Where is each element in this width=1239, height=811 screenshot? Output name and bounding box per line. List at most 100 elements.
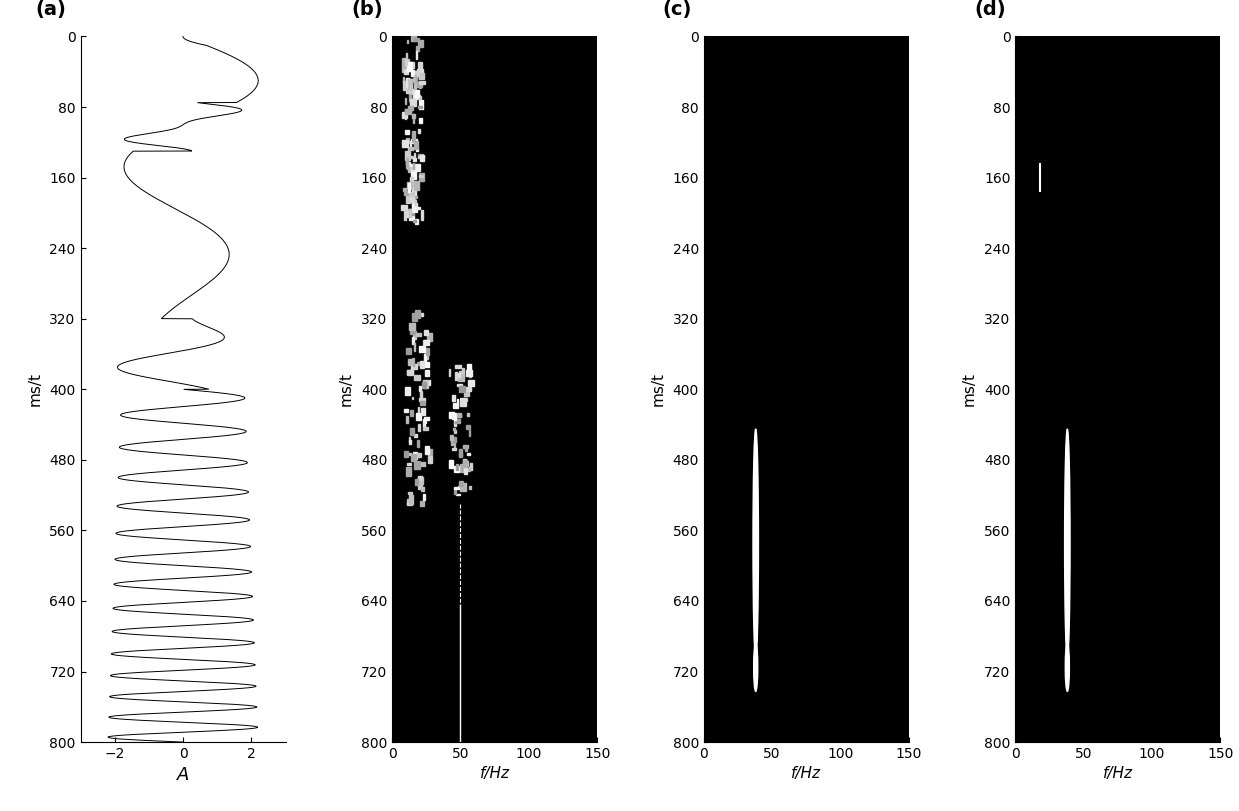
Bar xyxy=(413,197,415,206)
Bar xyxy=(409,105,413,109)
Bar xyxy=(410,332,416,334)
X-axis label: f/Hz: f/Hz xyxy=(792,766,821,782)
Bar xyxy=(416,45,419,51)
Bar xyxy=(405,152,410,161)
Bar xyxy=(401,58,408,68)
Bar xyxy=(410,89,414,93)
Bar xyxy=(455,419,460,423)
Bar xyxy=(414,71,419,73)
Bar xyxy=(468,380,475,386)
Bar xyxy=(406,416,409,423)
Bar xyxy=(414,342,415,351)
Bar xyxy=(467,414,468,416)
Y-axis label: ms/t: ms/t xyxy=(650,372,665,406)
Bar xyxy=(451,439,453,445)
Bar xyxy=(416,413,421,419)
Bar xyxy=(408,166,409,169)
Bar xyxy=(418,424,420,431)
Bar xyxy=(403,67,405,71)
Bar xyxy=(410,156,413,158)
Bar xyxy=(453,428,455,431)
Bar xyxy=(468,375,471,377)
Bar xyxy=(419,62,422,71)
Bar xyxy=(409,437,410,442)
Bar xyxy=(415,196,418,199)
Bar xyxy=(415,71,418,82)
Bar xyxy=(408,147,414,150)
Bar xyxy=(424,421,426,423)
Bar xyxy=(409,165,415,169)
Bar xyxy=(418,69,422,76)
Bar xyxy=(410,107,411,112)
Bar xyxy=(409,79,411,85)
Bar xyxy=(425,351,429,358)
Bar xyxy=(458,371,463,375)
Bar xyxy=(405,109,406,119)
Bar xyxy=(420,100,422,109)
Bar xyxy=(413,169,416,179)
Text: (d): (d) xyxy=(974,0,1006,19)
Bar xyxy=(408,370,413,374)
Bar xyxy=(409,215,414,220)
Bar xyxy=(426,348,430,354)
Bar xyxy=(415,311,420,318)
Bar xyxy=(408,62,414,67)
Bar xyxy=(466,425,470,429)
Bar xyxy=(401,112,406,118)
Bar xyxy=(405,153,408,158)
Bar xyxy=(451,448,456,450)
Bar xyxy=(406,501,411,504)
Bar xyxy=(415,219,418,225)
Bar xyxy=(414,84,416,88)
Bar xyxy=(457,414,461,417)
Bar xyxy=(456,464,457,470)
Ellipse shape xyxy=(753,643,758,691)
Bar xyxy=(418,476,421,480)
Bar xyxy=(462,368,465,376)
Bar xyxy=(406,78,409,85)
Bar xyxy=(405,211,409,217)
Bar xyxy=(408,182,413,189)
Bar xyxy=(425,446,429,454)
Bar xyxy=(410,70,414,76)
Bar xyxy=(455,489,456,494)
Bar xyxy=(458,453,462,456)
Bar xyxy=(405,98,406,104)
Bar xyxy=(408,162,410,164)
Bar xyxy=(422,381,426,388)
Bar xyxy=(404,451,408,457)
Bar xyxy=(409,440,411,444)
Bar xyxy=(418,362,421,365)
Bar xyxy=(422,362,424,366)
Bar xyxy=(460,481,463,487)
Bar xyxy=(429,380,430,385)
Bar xyxy=(467,468,470,470)
Bar xyxy=(460,464,465,472)
Bar xyxy=(468,431,471,436)
Bar xyxy=(415,207,420,209)
Bar xyxy=(404,210,406,220)
Bar xyxy=(410,99,413,103)
Bar xyxy=(413,78,415,80)
Bar xyxy=(414,95,415,99)
Bar xyxy=(403,140,408,147)
Bar xyxy=(424,417,429,420)
Bar xyxy=(404,409,408,412)
Bar xyxy=(420,155,424,161)
Bar xyxy=(413,114,414,123)
Bar xyxy=(425,370,429,376)
Bar xyxy=(460,483,466,491)
Bar xyxy=(416,84,420,87)
Bar xyxy=(458,486,461,488)
Bar xyxy=(457,373,460,376)
Bar xyxy=(406,370,413,375)
Bar xyxy=(409,323,415,330)
Bar xyxy=(410,410,413,416)
Bar xyxy=(418,407,419,413)
Bar xyxy=(406,53,408,60)
Bar xyxy=(414,141,418,149)
Bar xyxy=(408,79,411,89)
Bar xyxy=(419,397,425,401)
Bar xyxy=(452,436,456,442)
Bar xyxy=(466,387,471,391)
